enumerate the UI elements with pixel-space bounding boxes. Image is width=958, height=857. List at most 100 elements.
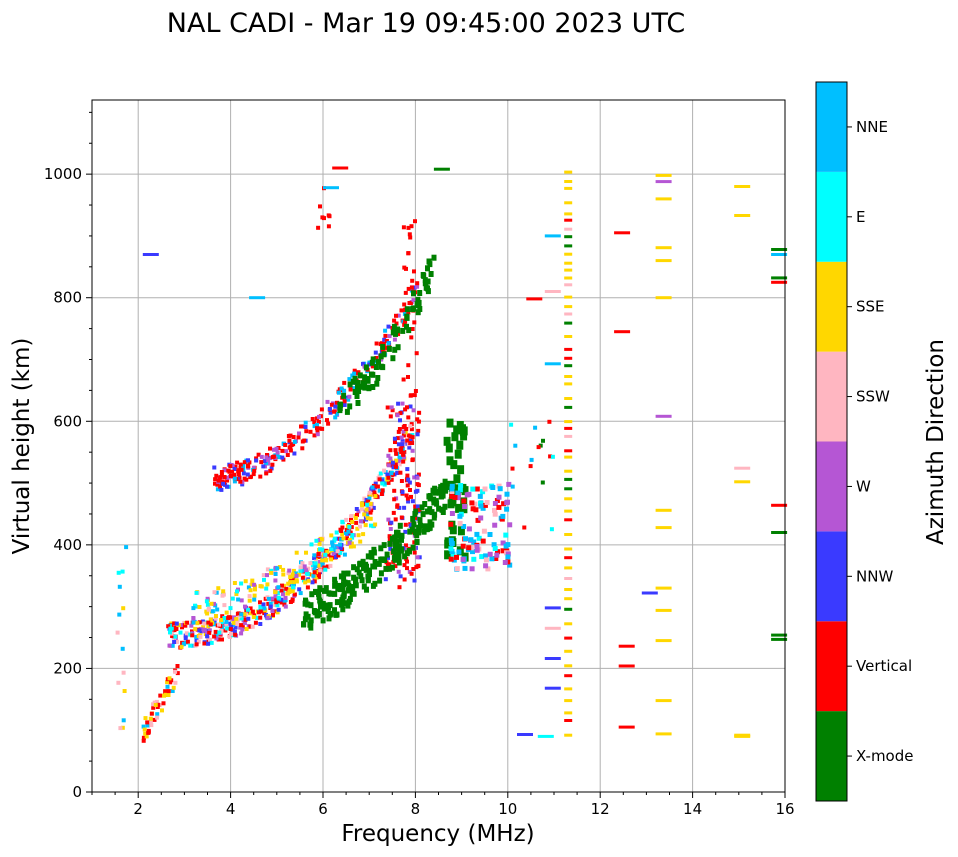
- data-point: [234, 617, 239, 622]
- data-point: [198, 634, 203, 639]
- data-point: [426, 493, 432, 500]
- data-point: [433, 167, 450, 171]
- data-point: [310, 417, 315, 421]
- data-point: [485, 566, 491, 572]
- data-point: [359, 507, 364, 512]
- data-point: [378, 570, 384, 577]
- data-point: [208, 622, 213, 627]
- data-point: [347, 394, 352, 399]
- data-point: [346, 529, 351, 534]
- data-point: [505, 499, 510, 505]
- data-point: [493, 556, 499, 561]
- data-point: [337, 405, 343, 412]
- data-point: [409, 224, 414, 229]
- data-point: [409, 285, 414, 290]
- data-point: [314, 416, 319, 421]
- data-point: [254, 458, 259, 463]
- data-point: [201, 625, 206, 630]
- data-point: [450, 460, 458, 470]
- data-point: [448, 556, 454, 562]
- data-point: [258, 474, 263, 479]
- data-point: [194, 642, 199, 647]
- data-point: [348, 387, 353, 392]
- colorbar-frame: [815, 81, 848, 802]
- data-point: [541, 438, 545, 443]
- data-point: [259, 606, 264, 611]
- data-point: [349, 590, 355, 597]
- data-point: [641, 591, 658, 595]
- data-point: [160, 708, 164, 713]
- data-point: [449, 489, 455, 495]
- data-point: [206, 620, 211, 625]
- data-point: [116, 680, 121, 685]
- data-point: [214, 473, 219, 478]
- data-point: [564, 405, 573, 409]
- data-point: [370, 356, 376, 363]
- data-point: [242, 460, 247, 465]
- data-point: [401, 452, 406, 457]
- data-point: [397, 505, 402, 510]
- data-point: [115, 630, 120, 635]
- data-point: [232, 467, 237, 471]
- data-point: [308, 624, 314, 631]
- data-point: [483, 557, 489, 563]
- data-point: [266, 596, 271, 601]
- data-point: [232, 615, 236, 620]
- data-point: [403, 430, 408, 435]
- data-point: [380, 343, 386, 350]
- data-point: [320, 563, 325, 567]
- data-point: [316, 225, 321, 230]
- data-point: [442, 503, 448, 510]
- data-point: [277, 455, 282, 460]
- data-point: [375, 484, 380, 489]
- data-point: [353, 579, 358, 586]
- data-point: [272, 447, 276, 452]
- data-point: [457, 513, 463, 519]
- data-point: [288, 580, 293, 585]
- data-point: [471, 539, 477, 545]
- data-point: [335, 549, 340, 554]
- data-point: [226, 468, 231, 473]
- data-point: [564, 597, 573, 601]
- data-point: [318, 603, 323, 610]
- data-point: [359, 501, 364, 506]
- data-point: [319, 537, 324, 542]
- data-point: [375, 375, 381, 381]
- data-point: [339, 601, 345, 608]
- data-point: [365, 512, 370, 517]
- data-point: [618, 725, 635, 729]
- data-point: [374, 356, 379, 360]
- data-point: [406, 286, 411, 291]
- data-point: [409, 422, 414, 427]
- data-point: [352, 371, 357, 376]
- data-point: [362, 496, 367, 501]
- data-point: [252, 593, 257, 598]
- data-point: [256, 452, 261, 457]
- data-point: [235, 460, 240, 465]
- data-point: [325, 399, 330, 404]
- data-point: [317, 598, 323, 605]
- data-point: [456, 421, 464, 430]
- data-point: [405, 405, 409, 410]
- data-point: [275, 566, 280, 571]
- data-point: [405, 438, 410, 443]
- data-point: [483, 563, 489, 569]
- data-point: [413, 389, 418, 393]
- data-point: [385, 405, 390, 410]
- data-point: [440, 509, 446, 515]
- data-point: [538, 443, 543, 448]
- data-point: [248, 624, 253, 629]
- data-point: [387, 537, 392, 542]
- data-point: [332, 409, 337, 414]
- data-point: [356, 533, 361, 538]
- data-point: [386, 463, 391, 468]
- colorbar-segment: [816, 82, 847, 172]
- data-point: [505, 554, 511, 560]
- x-tick-label: 8: [411, 800, 421, 818]
- data-point: [470, 549, 475, 555]
- data-point: [291, 435, 296, 439]
- data-point: [356, 370, 361, 375]
- data-point: [462, 504, 468, 509]
- data-point: [294, 550, 299, 555]
- data-point: [371, 549, 377, 556]
